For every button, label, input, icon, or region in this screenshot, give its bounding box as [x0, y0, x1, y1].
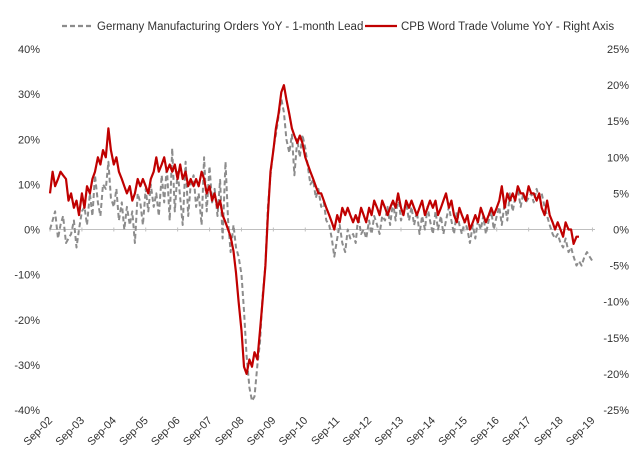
x-axis-tick-label: Sep-12 — [341, 415, 375, 449]
x-axis-tick-label: Sep-18 — [532, 415, 566, 449]
right-axis-tick-label: 20% — [607, 80, 629, 92]
left-axis-tick-label: 0% — [24, 225, 40, 237]
x-axis-tick-label: Sep-08 — [213, 415, 247, 449]
x-axis-tick-label: Sep-07 — [181, 415, 215, 449]
x-axis-tick-label: Sep-16 — [468, 415, 502, 449]
right-axis-tick-label: -5% — [609, 261, 629, 273]
right-axis-tick-label: 10% — [607, 152, 629, 164]
x-axis-tick-label: Sep-10 — [277, 415, 311, 449]
legend-label-cpb-trade: CPB Word Trade Volume YoY - Right Axis — [401, 21, 614, 33]
right-axis-ticks: 25% 20% 15% 10% 5% 0% -5% -10% -15% -20% -25% — [603, 44, 629, 417]
series-line-germany-orders — [49, 97, 594, 402]
x-axis-tick-label: Sep-05 — [117, 415, 151, 449]
right-axis-tick-label: 0% — [613, 225, 629, 237]
right-axis-tick-label: 15% — [607, 116, 629, 128]
right-axis-tick-label: -10% — [603, 297, 629, 309]
left-axis-tick-label: 30% — [18, 89, 40, 101]
left-axis-tick-label: -30% — [14, 360, 40, 372]
right-axis-tick-label: -25% — [603, 405, 629, 417]
x-axis-tick-label: Sep-15 — [436, 415, 470, 449]
plot-area — [48, 84, 594, 402]
right-axis-tick-label: 25% — [607, 44, 629, 56]
left-axis-tick-label: 10% — [18, 179, 40, 191]
left-axis-tick-label: -20% — [14, 315, 40, 327]
x-axis-tick-label: Sep-17 — [500, 415, 534, 449]
right-axis-tick-label: -15% — [603, 333, 629, 345]
x-axis-tick-label: Sep-11 — [309, 415, 342, 448]
x-axis-tick-label: Sep-02 — [22, 415, 56, 449]
x-axis-tick-label: Sep-03 — [53, 415, 87, 449]
x-axis-tick-label: Sep-04 — [85, 415, 119, 449]
x-axis-tick-label: Sep-09 — [245, 415, 279, 449]
x-axis-tick-label: Sep-14 — [404, 415, 438, 449]
left-axis-tick-label: 40% — [18, 44, 40, 56]
x-axis-tick-label: Sep-19 — [564, 415, 598, 449]
right-axis-tick-label: -20% — [603, 369, 629, 381]
left-axis-ticks: 40% 30% 20% 10% 0% -10% -20% -30% -40% — [14, 44, 40, 417]
x-axis-tick-label: Sep-13 — [373, 415, 407, 449]
right-axis-tick-label: 5% — [613, 188, 629, 200]
legend: Germany Manufacturing Orders YoY - 1-mon… — [62, 21, 614, 33]
series-line-cpb-trade — [48, 84, 579, 375]
left-axis-tick-label: -40% — [14, 405, 40, 417]
legend-label-germany-orders: Germany Manufacturing Orders YoY - 1-mon… — [97, 21, 363, 33]
x-axis-tick-label: Sep-06 — [149, 415, 183, 449]
left-axis-tick-label: -10% — [14, 270, 40, 282]
left-axis-tick-label: 20% — [18, 134, 40, 146]
x-axis-ticks: Sep-02Sep-03Sep-04Sep-05Sep-06Sep-07Sep-… — [22, 227, 598, 449]
